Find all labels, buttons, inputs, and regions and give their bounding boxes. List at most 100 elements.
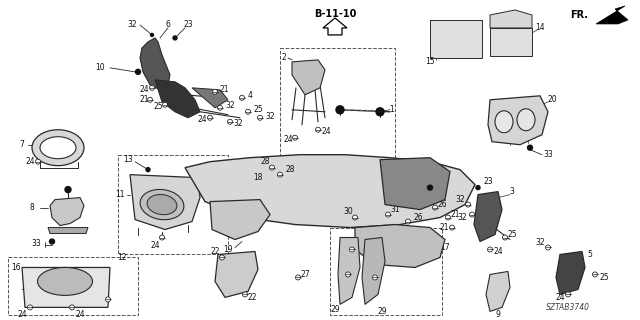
Circle shape xyxy=(243,292,248,297)
Text: 32: 32 xyxy=(457,213,467,222)
Text: 13: 13 xyxy=(123,155,133,164)
Text: 24: 24 xyxy=(75,310,85,319)
Circle shape xyxy=(173,36,177,40)
Polygon shape xyxy=(210,200,270,239)
Polygon shape xyxy=(596,6,628,24)
Circle shape xyxy=(150,85,154,90)
Polygon shape xyxy=(338,237,360,304)
Text: 33: 33 xyxy=(435,173,445,182)
Polygon shape xyxy=(488,96,548,145)
Circle shape xyxy=(159,235,164,240)
Text: 33: 33 xyxy=(31,239,41,248)
Bar xyxy=(430,20,482,58)
Circle shape xyxy=(527,145,532,150)
Text: 22: 22 xyxy=(211,247,220,256)
Circle shape xyxy=(488,247,493,252)
Circle shape xyxy=(292,135,298,140)
Text: 24: 24 xyxy=(139,85,149,94)
Polygon shape xyxy=(323,18,347,35)
Ellipse shape xyxy=(517,109,535,131)
Text: 31: 31 xyxy=(390,205,400,214)
Text: 21: 21 xyxy=(451,210,460,219)
Polygon shape xyxy=(556,252,585,294)
Text: 24: 24 xyxy=(555,293,565,302)
Circle shape xyxy=(49,239,54,244)
Text: 25: 25 xyxy=(253,105,263,114)
Bar xyxy=(8,258,138,315)
Circle shape xyxy=(445,215,451,220)
Text: 20: 20 xyxy=(547,95,557,104)
Circle shape xyxy=(163,102,168,107)
Text: 16: 16 xyxy=(11,263,21,272)
Text: 33: 33 xyxy=(543,150,553,159)
Circle shape xyxy=(220,255,225,260)
Polygon shape xyxy=(474,192,502,242)
Circle shape xyxy=(28,305,33,310)
Circle shape xyxy=(147,97,152,102)
Circle shape xyxy=(150,33,154,36)
Circle shape xyxy=(257,115,262,120)
Text: 24: 24 xyxy=(17,310,27,319)
Text: SZTAB3740: SZTAB3740 xyxy=(546,303,590,312)
Text: 25: 25 xyxy=(599,273,609,282)
Ellipse shape xyxy=(495,111,513,133)
Bar xyxy=(330,228,442,315)
Circle shape xyxy=(146,168,150,172)
Text: 4: 4 xyxy=(248,91,252,100)
Text: 27: 27 xyxy=(300,270,310,279)
Text: 22: 22 xyxy=(247,293,257,302)
Polygon shape xyxy=(592,8,622,24)
Circle shape xyxy=(465,202,470,207)
Ellipse shape xyxy=(32,130,84,166)
Text: 7: 7 xyxy=(20,140,24,149)
Text: 5: 5 xyxy=(588,250,593,259)
Text: 24: 24 xyxy=(283,135,293,144)
Circle shape xyxy=(476,186,480,190)
Text: 32: 32 xyxy=(265,112,275,121)
Text: 24: 24 xyxy=(197,115,207,124)
Text: 9: 9 xyxy=(495,310,500,319)
Ellipse shape xyxy=(40,137,76,159)
Text: 23: 23 xyxy=(483,177,493,186)
Circle shape xyxy=(106,297,111,302)
Circle shape xyxy=(353,215,358,220)
Circle shape xyxy=(593,272,598,277)
Polygon shape xyxy=(140,38,170,90)
Circle shape xyxy=(545,245,550,250)
Circle shape xyxy=(35,159,40,164)
Circle shape xyxy=(428,185,433,190)
Circle shape xyxy=(406,219,410,224)
Text: 21: 21 xyxy=(439,223,449,232)
Circle shape xyxy=(296,275,301,280)
Text: 32: 32 xyxy=(127,20,137,29)
Text: 2: 2 xyxy=(282,53,286,62)
Circle shape xyxy=(433,205,438,210)
Text: 18: 18 xyxy=(253,173,263,182)
Circle shape xyxy=(269,165,275,170)
Text: 1: 1 xyxy=(390,105,394,114)
Bar xyxy=(118,155,228,254)
Ellipse shape xyxy=(38,268,93,295)
Text: 24: 24 xyxy=(25,157,35,166)
Text: 28: 28 xyxy=(285,165,295,174)
Circle shape xyxy=(372,275,378,280)
Text: 19: 19 xyxy=(223,245,233,254)
Polygon shape xyxy=(380,158,450,210)
Circle shape xyxy=(470,212,474,217)
Text: 17: 17 xyxy=(440,243,450,252)
Circle shape xyxy=(346,272,351,277)
Text: B-11-10: B-11-10 xyxy=(314,9,356,19)
Circle shape xyxy=(349,247,355,252)
Text: 21: 21 xyxy=(220,85,228,94)
Text: 21: 21 xyxy=(140,95,148,104)
Text: 15: 15 xyxy=(425,57,435,66)
Circle shape xyxy=(278,172,282,177)
Text: 24: 24 xyxy=(321,127,331,136)
Text: 28: 28 xyxy=(260,157,269,166)
Circle shape xyxy=(385,212,390,217)
Circle shape xyxy=(70,305,74,310)
Circle shape xyxy=(218,105,223,110)
Circle shape xyxy=(566,292,570,297)
Text: 26: 26 xyxy=(413,213,423,222)
Text: 12: 12 xyxy=(117,253,127,262)
